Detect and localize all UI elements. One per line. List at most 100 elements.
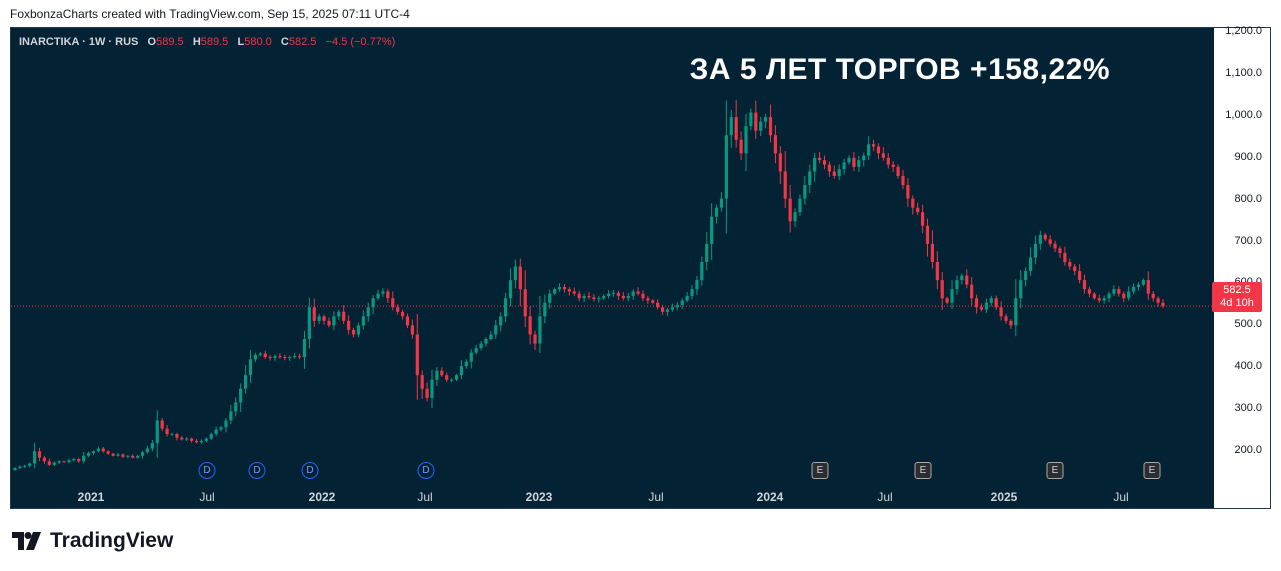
candle[interactable] [719, 192, 724, 212]
candle[interactable] [572, 287, 576, 296]
candle[interactable] [1127, 286, 1131, 301]
candle[interactable] [1019, 270, 1023, 309]
candle[interactable] [847, 155, 851, 165]
plot-area[interactable]: INARCTIKA · 1W · RUS O589.5 H589.5 L580.… [11, 28, 1214, 508]
candle[interactable] [111, 452, 115, 457]
candle[interactable] [1009, 319, 1013, 330]
candle[interactable] [381, 288, 385, 297]
candle[interactable] [160, 418, 164, 432]
candle[interactable] [710, 203, 714, 261]
candle[interactable] [665, 307, 670, 316]
candle[interactable] [351, 327, 356, 338]
candle[interactable] [636, 287, 640, 296]
candle[interactable] [1014, 279, 1018, 337]
candle[interactable] [513, 259, 518, 289]
candle[interactable] [42, 456, 47, 464]
candle[interactable] [150, 439, 154, 452]
earnings-marker[interactable]: E [811, 462, 829, 479]
candle[interactable] [651, 298, 655, 305]
candle[interactable] [631, 289, 635, 300]
candle[interactable] [337, 309, 341, 320]
candle[interactable] [1102, 295, 1106, 304]
candle[interactable] [592, 294, 596, 302]
candle[interactable] [239, 383, 243, 412]
candle[interactable] [1068, 258, 1072, 270]
candle[interactable] [57, 460, 61, 465]
candle[interactable] [356, 322, 361, 338]
candle[interactable] [621, 292, 625, 301]
candle[interactable] [464, 359, 468, 369]
candle[interactable] [214, 426, 218, 437]
candle[interactable] [867, 136, 871, 161]
candle[interactable] [533, 330, 537, 350]
candle[interactable] [557, 283, 562, 292]
candle[interactable] [1063, 246, 1067, 266]
candle[interactable] [37, 447, 42, 462]
candle[interactable] [474, 344, 478, 355]
candle[interactable] [366, 302, 370, 322]
candle[interactable] [376, 289, 380, 301]
candle[interactable] [1053, 240, 1057, 253]
candle[interactable] [229, 405, 233, 425]
candle[interactable] [145, 445, 150, 454]
candle[interactable] [297, 353, 302, 360]
candle[interactable] [327, 317, 331, 328]
candle[interactable] [386, 288, 390, 303]
candle[interactable] [361, 310, 365, 330]
candle[interactable] [945, 296, 949, 305]
candle[interactable] [783, 151, 787, 209]
candle[interactable] [18, 465, 22, 469]
candle[interactable] [180, 435, 184, 441]
candle[interactable] [106, 450, 110, 456]
candle[interactable] [454, 373, 459, 382]
candle[interactable] [901, 170, 905, 190]
candle[interactable] [925, 218, 930, 257]
candle[interactable] [67, 458, 71, 464]
candle[interactable] [293, 352, 297, 359]
candle[interactable] [602, 294, 606, 300]
candle[interactable] [538, 295, 542, 354]
earnings-marker[interactable]: E [1046, 462, 1064, 479]
candle[interactable] [91, 450, 96, 455]
candle[interactable] [131, 454, 135, 459]
candle[interactable] [935, 251, 939, 290]
candle[interactable] [984, 298, 988, 313]
candle[interactable] [1161, 299, 1165, 309]
candle[interactable] [508, 268, 513, 307]
candle[interactable] [52, 461, 56, 466]
candle[interactable] [798, 194, 802, 217]
candle[interactable] [582, 293, 586, 303]
candle[interactable] [656, 299, 660, 310]
candle[interactable] [857, 156, 861, 172]
candle[interactable] [116, 452, 120, 457]
candle[interactable] [420, 370, 424, 399]
candle[interactable] [82, 452, 86, 464]
candle[interactable] [1092, 292, 1096, 300]
candle[interactable] [965, 269, 969, 289]
candlestick-chart[interactable] [11, 28, 1214, 508]
candle[interactable] [450, 378, 454, 383]
candle[interactable] [768, 104, 773, 143]
price-axis[interactable]: 1,200.0 1,100.0 1,000.0 900.0 800.0 700.… [1214, 25, 1270, 508]
candle[interactable] [597, 295, 601, 303]
candle[interactable] [705, 232, 709, 271]
candle[interactable] [1087, 286, 1092, 298]
candle[interactable] [778, 146, 782, 185]
candle[interactable] [307, 297, 311, 349]
candle[interactable] [646, 295, 650, 304]
symbol-label[interactable]: INARCTIKA · 1W · RUS [19, 36, 139, 48]
candle[interactable] [140, 450, 145, 459]
candle[interactable] [817, 152, 822, 164]
candle[interactable] [489, 330, 493, 341]
candle[interactable] [999, 301, 1003, 321]
candle[interactable] [23, 464, 27, 468]
candle[interactable] [788, 185, 792, 233]
candle[interactable] [253, 352, 257, 363]
candle[interactable] [994, 295, 998, 310]
candle[interactable] [405, 313, 410, 329]
candle[interactable] [302, 330, 307, 369]
candle[interactable] [744, 113, 748, 171]
candle[interactable] [567, 287, 571, 296]
candle[interactable] [641, 290, 645, 301]
candle[interactable] [1058, 246, 1062, 258]
